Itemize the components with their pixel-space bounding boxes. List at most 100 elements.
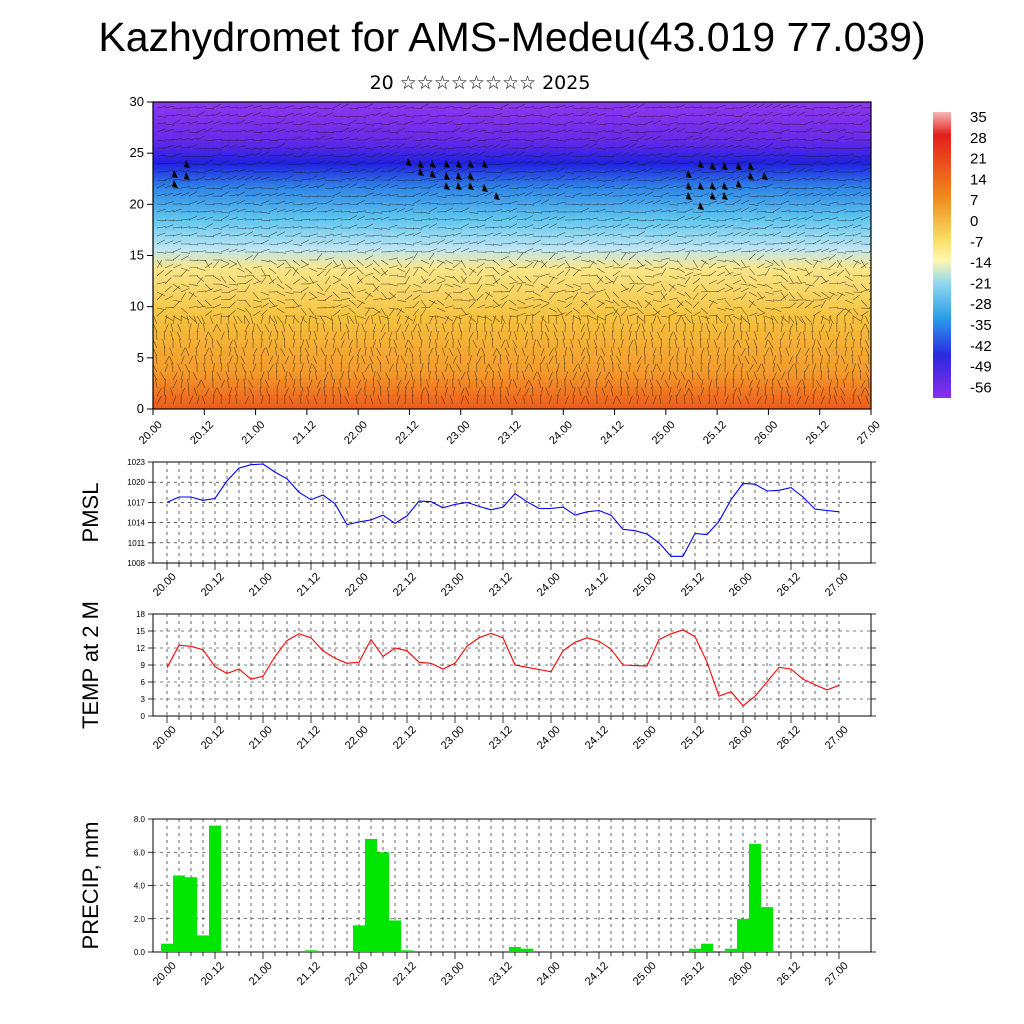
wind-barb	[180, 292, 187, 301]
colorbar-label: -28	[970, 296, 992, 313]
wind-barb	[700, 113, 710, 117]
wind-barb	[852, 274, 862, 277]
wind-barb	[804, 209, 814, 213]
wind-barb	[748, 283, 758, 289]
wind-barb	[572, 218, 582, 221]
wind-barb	[324, 187, 334, 190]
wind-barb	[492, 113, 502, 117]
wind-barb	[625, 379, 630, 389]
wind-barb	[716, 265, 726, 269]
wind-barb	[404, 208, 414, 213]
wind-barb	[396, 143, 406, 149]
wind-barb	[452, 202, 462, 205]
wind-barb	[803, 387, 806, 397]
wind-barb	[716, 210, 726, 213]
wind-barb	[364, 123, 374, 126]
wind-barb	[836, 106, 846, 109]
wind-barb	[796, 177, 806, 181]
wind-barb	[348, 195, 358, 198]
wind-barb	[428, 315, 434, 325]
wind-barb	[172, 395, 177, 405]
wind-barb	[186, 315, 190, 325]
wind-barb	[740, 187, 750, 189]
wind-barb	[676, 176, 686, 181]
wind-barb	[612, 187, 622, 190]
wind-barb	[380, 183, 390, 189]
colorbar-label: -49	[970, 359, 992, 376]
wind-barb	[284, 163, 295, 165]
wind-barb	[372, 122, 382, 125]
wind-barb	[604, 379, 609, 389]
wind-barb	[482, 339, 486, 349]
wind-barb	[388, 363, 394, 373]
wind-barb	[668, 284, 675, 293]
wind-barb	[508, 194, 518, 197]
wind-barb	[377, 395, 382, 405]
wind-barb	[340, 331, 346, 341]
wind-barb	[628, 176, 638, 181]
wind-barb	[484, 315, 486, 325]
wind-barb	[596, 113, 606, 117]
wind-barb	[236, 307, 246, 312]
wind-barb	[732, 273, 742, 277]
wind-barb	[563, 363, 566, 373]
wind-barb	[868, 234, 871, 237]
wind-barb	[468, 315, 472, 325]
y-tick-label: 1023	[127, 458, 145, 467]
wind-barb	[308, 307, 315, 316]
wind-barb	[668, 203, 678, 206]
wind-barb	[868, 154, 871, 157]
wind-barb	[692, 259, 698, 268]
wind-flag	[698, 202, 704, 210]
wind-barb	[260, 339, 263, 349]
precip-bar	[305, 950, 317, 952]
wind-barb	[524, 184, 534, 189]
wind-barb	[396, 138, 406, 141]
wind-barb	[588, 274, 598, 277]
wind-barb	[324, 395, 327, 405]
wind-barb	[652, 234, 662, 237]
wind-barb	[572, 292, 579, 301]
wind-barb	[396, 267, 406, 273]
wind-barb	[180, 234, 190, 237]
wind-barb	[652, 315, 657, 325]
wind-barb	[396, 155, 406, 157]
wind-barb	[372, 112, 382, 117]
wind-barb	[460, 152, 470, 157]
wind-barb	[865, 387, 870, 397]
wind-barb	[204, 310, 213, 317]
wind-barb	[188, 395, 194, 405]
wind-barb	[812, 239, 822, 245]
wind-barb	[652, 209, 662, 213]
wind-barb	[852, 240, 862, 245]
wind-barb	[556, 160, 566, 165]
wind-barb	[476, 151, 485, 157]
wind-barb	[580, 185, 590, 189]
wind-barb	[540, 243, 551, 245]
wind-barb	[652, 120, 662, 125]
wind-barb	[394, 347, 398, 357]
wind-barb	[604, 281, 614, 285]
wind-barb	[276, 115, 286, 117]
wind-barb	[324, 257, 334, 261]
wind-barb	[522, 371, 526, 381]
wind-barb	[612, 395, 617, 405]
wind-barb	[788, 240, 798, 245]
colorbar-label: -56	[970, 379, 992, 396]
wind-barb	[817, 339, 822, 349]
wind-barb	[668, 363, 671, 373]
wind-barb	[732, 323, 736, 333]
wind-barb	[796, 167, 806, 173]
wind-barb	[313, 395, 318, 405]
wind-barb	[524, 224, 534, 229]
x-tick-label: 26.12	[775, 960, 803, 988]
wind-barb	[204, 288, 214, 293]
wind-barb	[452, 232, 462, 237]
wind-barb	[332, 170, 342, 173]
wind-barb	[156, 193, 166, 197]
wind-barb	[235, 395, 238, 405]
wind-barb	[412, 219, 422, 222]
wind-barb	[612, 175, 622, 181]
wind-barb	[452, 107, 463, 109]
wind-barb	[524, 211, 534, 214]
